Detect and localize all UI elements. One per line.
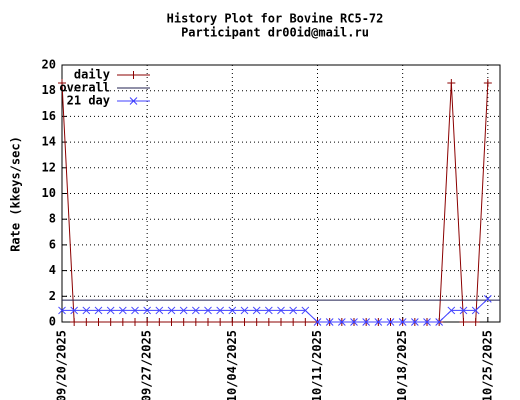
data-point bbox=[435, 318, 444, 326]
data-point bbox=[228, 318, 237, 326]
chart-title: History Plot for Bovine RC5-72 bbox=[167, 12, 384, 26]
data-point bbox=[240, 318, 249, 326]
data-point bbox=[155, 306, 164, 315]
y-tick-label: 16 bbox=[42, 109, 56, 123]
y-tick-label: 14 bbox=[42, 135, 56, 149]
data-point bbox=[167, 306, 176, 315]
data-point bbox=[483, 295, 492, 303]
data-point bbox=[216, 306, 225, 315]
data-point bbox=[167, 318, 176, 326]
series-line bbox=[61, 82, 489, 323]
y-tick-label: 10 bbox=[42, 186, 56, 200]
data-point bbox=[118, 318, 127, 326]
data-point bbox=[204, 318, 212, 326]
legend-label: overall bbox=[59, 81, 110, 95]
data-point bbox=[129, 71, 138, 79]
data-point bbox=[216, 318, 225, 326]
x-tick-label: 09/27/2025 bbox=[140, 330, 154, 400]
data-point bbox=[179, 318, 188, 326]
data-point bbox=[410, 318, 419, 326]
y-tick-label: 2 bbox=[49, 289, 56, 303]
data-point bbox=[289, 306, 298, 315]
data-point bbox=[459, 318, 468, 326]
data-point bbox=[459, 306, 468, 315]
y-tick-label: 8 bbox=[49, 212, 56, 226]
y-tick-label: 12 bbox=[42, 160, 56, 174]
data-point bbox=[58, 78, 66, 87]
data-point bbox=[386, 318, 395, 326]
data-point bbox=[82, 318, 91, 326]
data-point bbox=[277, 306, 285, 315]
y-tick-label: 0 bbox=[49, 315, 56, 329]
data-point bbox=[155, 318, 164, 326]
x-tick-label: 09/20/2025 bbox=[55, 330, 69, 400]
data-point bbox=[228, 306, 237, 315]
data-point bbox=[447, 306, 456, 315]
y-tick-label: 4 bbox=[49, 263, 56, 277]
data-point bbox=[362, 318, 371, 326]
data-point bbox=[143, 306, 152, 315]
y-tick-label: 18 bbox=[42, 83, 56, 97]
data-point bbox=[94, 318, 103, 326]
data-point bbox=[301, 318, 310, 326]
legend-label: 21 day bbox=[67, 94, 110, 108]
data-point bbox=[289, 318, 298, 326]
data-point bbox=[471, 318, 480, 326]
data-point bbox=[264, 318, 273, 326]
data-point bbox=[191, 318, 200, 326]
series-line bbox=[62, 298, 489, 323]
data-point bbox=[179, 306, 188, 315]
data-point bbox=[204, 306, 212, 315]
data-point bbox=[277, 318, 285, 326]
x-tick-label: 10/25/2025 bbox=[480, 330, 494, 400]
y-tick-label: 6 bbox=[49, 237, 56, 251]
data-point bbox=[143, 318, 152, 326]
data-point bbox=[191, 306, 200, 315]
x-tick-label: 10/04/2025 bbox=[225, 330, 239, 400]
data-point bbox=[240, 306, 249, 315]
data-point bbox=[350, 318, 358, 326]
data-point bbox=[118, 306, 127, 315]
data-point bbox=[264, 306, 273, 315]
data-point bbox=[131, 318, 139, 326]
data-point bbox=[301, 306, 310, 315]
data-point bbox=[94, 306, 103, 315]
data-point bbox=[447, 78, 456, 87]
data-point bbox=[471, 306, 480, 315]
data-point bbox=[313, 318, 322, 326]
data-point bbox=[252, 318, 261, 326]
data-point bbox=[131, 306, 139, 315]
data-point bbox=[82, 306, 91, 315]
data-point bbox=[70, 318, 79, 326]
data-point bbox=[374, 318, 383, 326]
y-axis-label: Rate (kkeys/sec) bbox=[9, 136, 23, 252]
data-point bbox=[252, 306, 261, 315]
chart-subtitle: Participant dr00id@mail.ru bbox=[181, 26, 369, 40]
x-tick-label: 10/18/2025 bbox=[395, 330, 409, 400]
data-point bbox=[70, 306, 79, 315]
x-tick-label: 10/11/2025 bbox=[310, 330, 324, 400]
legend-label: daily bbox=[74, 68, 110, 82]
data-point bbox=[483, 78, 492, 87]
data-point bbox=[398, 318, 407, 326]
data-point bbox=[129, 97, 138, 105]
data-point bbox=[325, 318, 334, 326]
data-point bbox=[106, 306, 115, 315]
data-point bbox=[423, 318, 431, 326]
data-point bbox=[337, 318, 346, 326]
y-tick-label: 20 bbox=[42, 58, 56, 72]
data-point bbox=[106, 318, 115, 326]
data-point bbox=[58, 306, 66, 315]
